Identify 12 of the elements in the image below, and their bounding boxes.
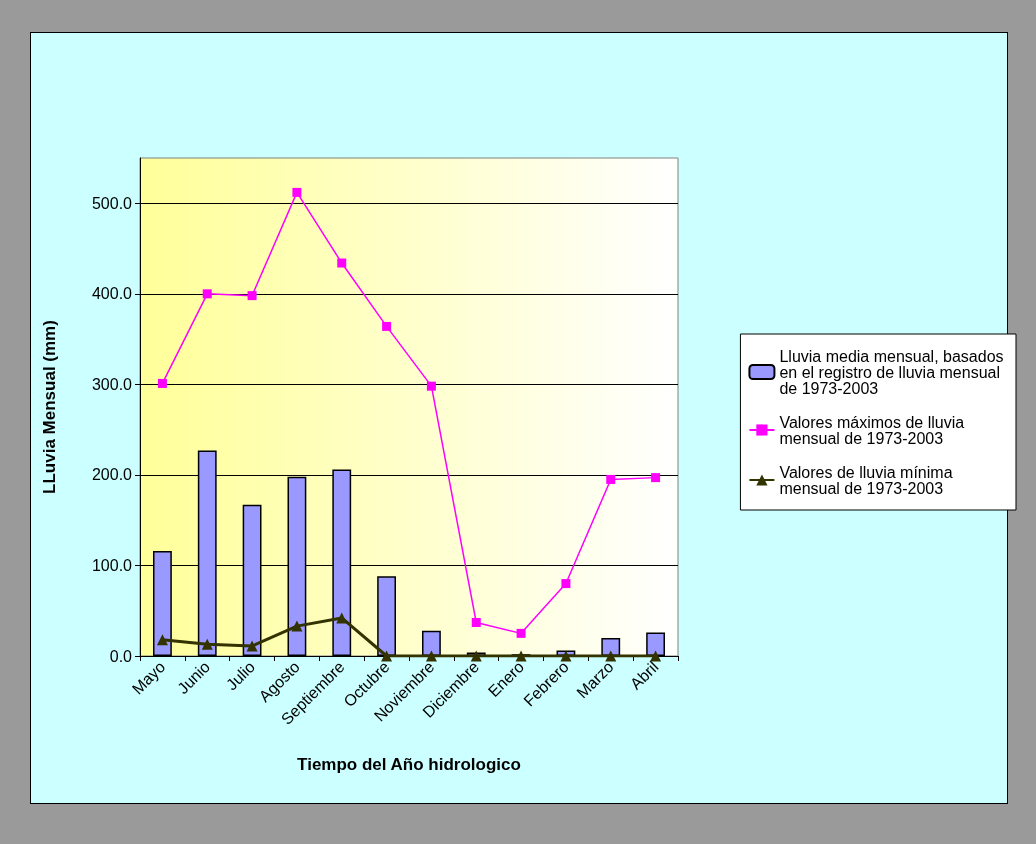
- y-tick-label: 100.0: [91, 556, 133, 574]
- y-tick-label: 0.0: [109, 647, 133, 665]
- y-tick-label: 300.0: [91, 375, 133, 393]
- legend-label: Lluvia media mensual, basados en el registro de lluvia mensual de 1973-2003: [779, 347, 1008, 397]
- x-axis-title: Tiempo del Año hidrologico: [297, 755, 521, 774]
- x-tick-label: Julio: [222, 657, 259, 694]
- y-tick-label: 400.0: [91, 285, 133, 303]
- y-tick-label: 200.0: [91, 466, 133, 484]
- y-axis-title: LLuvia Mensual (mm): [40, 320, 59, 494]
- legend-label: Valores de lluvia mínima mensual de 1973-2003: [779, 463, 957, 497]
- y-tick-label: 500.0: [91, 194, 133, 212]
- legend-label: Valores máximos de lluvia mensual de 1973-2003: [779, 413, 969, 447]
